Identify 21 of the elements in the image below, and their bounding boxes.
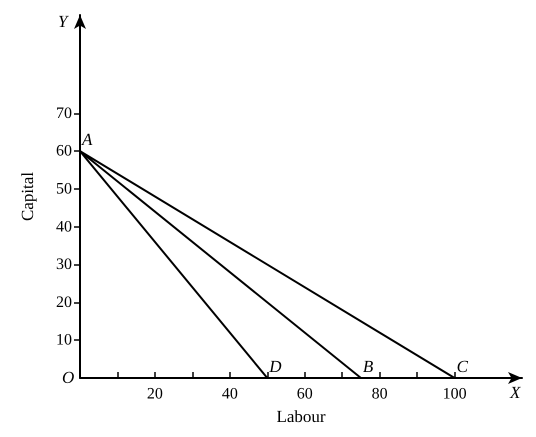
text: X — [509, 383, 521, 402]
x-tick-label: 60 — [296, 386, 313, 402]
y-tick-label: 20 — [56, 294, 72, 311]
y-axis-title: Capital — [18, 172, 37, 222]
x-tick-label: 100 — [442, 386, 467, 402]
y-tick-label: 10 — [56, 332, 72, 349]
y-tick-label: 70 — [56, 104, 72, 122]
annotation: D — [268, 357, 282, 376]
text: Y — [58, 12, 69, 31]
y-tick-label: 30 — [56, 256, 72, 274]
annotation: A — [81, 130, 93, 150]
x-tick-label: 20 — [146, 386, 163, 402]
annotation: B — [362, 357, 374, 376]
text: O — [62, 368, 74, 387]
y-tick-label: 40 — [56, 218, 72, 236]
y-tick-label: 50 — [56, 180, 72, 198]
x-tick-label: 40 — [222, 386, 238, 402]
annotation: C — [456, 357, 469, 376]
x-tick-label: 80 — [372, 386, 388, 402]
y-tick-label: 60 — [56, 142, 72, 160]
x-axis-title: Labour — [276, 407, 326, 426]
